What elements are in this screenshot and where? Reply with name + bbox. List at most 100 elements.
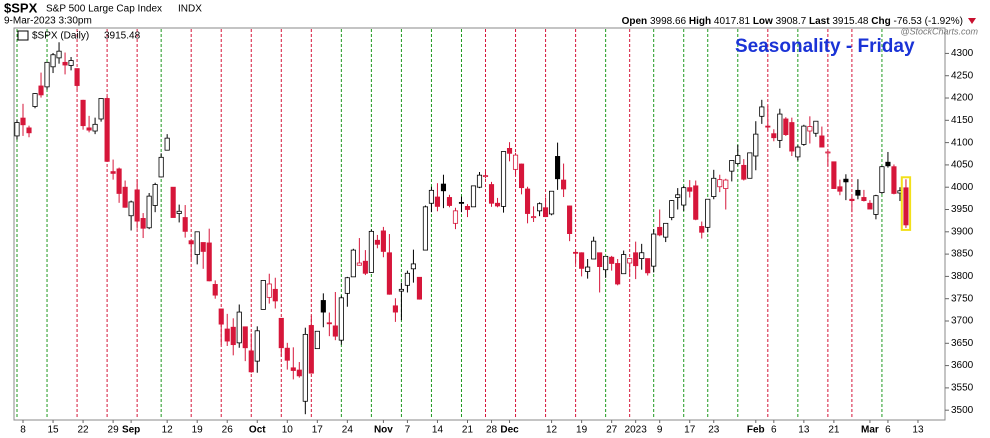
x-tick-label: 13 <box>912 425 924 436</box>
candle-body <box>74 68 80 86</box>
low-label: Low <box>753 16 773 27</box>
candle-body <box>332 325 338 337</box>
candle-body <box>164 137 170 151</box>
candle-body <box>669 200 675 218</box>
candle-body <box>621 254 627 275</box>
y-tick-label: 4250 <box>951 70 974 81</box>
candle-body <box>549 190 555 215</box>
y-tick-label: 3750 <box>951 293 974 304</box>
candle-body <box>512 154 519 170</box>
candle-body <box>567 205 573 234</box>
candle-body <box>885 161 891 167</box>
candle-body <box>789 122 795 152</box>
candle-body <box>903 187 909 226</box>
candle-body <box>729 160 735 172</box>
chg-label: Chg <box>871 16 890 27</box>
y-tick-label: 3900 <box>951 226 974 237</box>
candle-body <box>152 184 158 206</box>
candle-body <box>80 99 86 127</box>
candle-body <box>362 260 368 274</box>
y-tick-label: 4200 <box>951 93 974 104</box>
candle-body <box>723 179 729 189</box>
candle-body <box>675 194 681 198</box>
legend-value: 3915.48 <box>104 31 141 42</box>
candle-body <box>230 326 236 346</box>
candle-body <box>200 242 206 252</box>
candle-body <box>699 226 705 233</box>
candle-body <box>140 218 146 229</box>
candle-body <box>663 222 669 238</box>
candle-body <box>284 347 290 361</box>
candle-body <box>819 135 825 148</box>
x-tick-label: Nov <box>374 425 393 436</box>
candle-body <box>260 280 266 310</box>
candle-body <box>615 263 621 285</box>
x-tick-label: 26 <box>222 425 234 436</box>
x-tick-label: Feb <box>747 425 765 436</box>
candle-body <box>182 217 188 232</box>
candle-body <box>446 197 453 206</box>
low-value: 3908.7 <box>776 16 807 27</box>
candle-body <box>518 163 525 189</box>
candle-body <box>470 185 477 208</box>
candle-body <box>146 195 152 229</box>
candle-body <box>194 231 200 255</box>
legend-icon <box>17 30 29 41</box>
candle-body <box>350 249 356 278</box>
candle-body <box>843 178 849 183</box>
candle-body <box>879 166 885 193</box>
candle-body <box>218 308 224 325</box>
y-tick-label: 4000 <box>951 182 974 193</box>
last-label: Last <box>809 16 830 27</box>
candle-body <box>741 164 747 180</box>
candle-body <box>56 50 62 59</box>
y-tick-label: 4100 <box>951 137 974 148</box>
candle-body <box>104 98 110 162</box>
x-tick-label: 6 <box>885 425 891 436</box>
candle-body <box>633 252 639 267</box>
candle-body <box>110 171 116 174</box>
x-tick-label: 10 <box>282 425 294 436</box>
candle-body <box>296 369 302 377</box>
candle-body <box>434 196 441 207</box>
candle-body <box>212 284 218 296</box>
x-tick-label: 13 <box>798 425 810 436</box>
candle-body <box>645 258 651 274</box>
high-value: 4017.81 <box>714 16 751 27</box>
candle-body <box>687 187 693 192</box>
candle-body <box>158 156 164 178</box>
candle-body <box>651 233 657 267</box>
x-tick-label: 19 <box>576 425 588 436</box>
open-label: Open <box>622 16 648 27</box>
candle-body <box>176 210 182 214</box>
candle-body <box>302 333 308 402</box>
exchange: INDX <box>178 4 202 15</box>
x-tick-label: Dec <box>500 425 519 436</box>
candle-body <box>266 283 272 298</box>
candle-body <box>416 276 422 300</box>
x-tick-label: Oct <box>249 425 266 436</box>
down-arrow <box>968 18 976 24</box>
chg-pct: (-1.92%) <box>925 16 963 27</box>
candle-body <box>488 184 495 204</box>
candle-body <box>344 277 350 294</box>
candle-body <box>278 317 284 349</box>
timestamp: 9-Mar-2023 3:30pm <box>4 16 92 27</box>
candle-body <box>861 197 867 201</box>
candle-body <box>50 54 56 68</box>
candle-body <box>579 252 585 269</box>
candle-body <box>543 207 549 218</box>
last-highlight <box>900 176 912 231</box>
candle-body <box>753 133 759 157</box>
candle-body <box>128 201 134 217</box>
legend-label: $SPX (Daily) <box>32 31 89 42</box>
candle-body <box>537 203 543 212</box>
candle-body <box>356 262 362 266</box>
y-tick-label: 4150 <box>951 115 974 126</box>
x-tick-label: 28 <box>486 425 498 436</box>
y-tick-label: 3650 <box>951 338 974 349</box>
candle-body <box>711 177 717 197</box>
candle-body <box>308 325 314 374</box>
y-tick-label: 3500 <box>951 405 974 416</box>
x-tick-label: 8 <box>20 425 26 436</box>
